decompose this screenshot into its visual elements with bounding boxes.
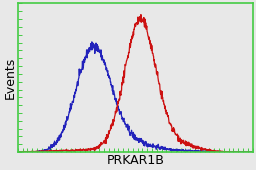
X-axis label: PRKAR1B: PRKAR1B xyxy=(106,154,164,167)
Y-axis label: Events: Events xyxy=(4,57,16,99)
